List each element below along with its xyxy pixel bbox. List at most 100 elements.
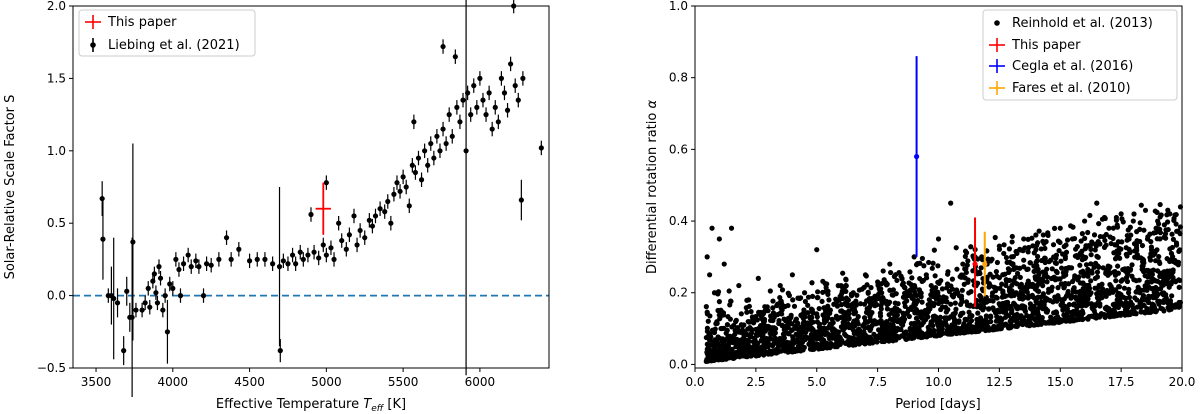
reinhold-point <box>1106 305 1112 312</box>
reinhold-point <box>1155 218 1161 224</box>
reinhold-point <box>1126 294 1133 300</box>
reinhold-point <box>1170 236 1176 242</box>
reinhold-point <box>911 298 918 304</box>
reinhold-point <box>1125 290 1132 296</box>
reinhold-point <box>864 298 870 304</box>
reinhold-point <box>836 334 843 340</box>
reinhold-point <box>708 357 714 363</box>
reinhold-point <box>1068 292 1074 299</box>
reinhold-point <box>1094 314 1100 321</box>
reinhold-point <box>965 258 971 264</box>
reinhold-point <box>1113 217 1120 223</box>
reinhold-point <box>1123 245 1129 251</box>
reinhold-point <box>917 312 923 318</box>
reinhold-point <box>1073 246 1079 252</box>
reinhold-point <box>1072 316 1078 322</box>
liebing-point <box>170 281 176 296</box>
right-y-tick-label: 0.2 <box>669 286 688 300</box>
reinhold-point <box>902 303 908 310</box>
right-x-axis-label: Period [days] <box>895 397 981 412</box>
reinhold-point <box>1056 248 1062 254</box>
reinhold-point <box>959 287 965 293</box>
liebing-point <box>501 85 508 101</box>
left-y-tick-label: 0.0 <box>47 289 66 303</box>
reinhold-point <box>1059 281 1065 287</box>
reinhold-point <box>997 315 1003 321</box>
liebing-point <box>518 179 524 221</box>
reinhold-point <box>1049 317 1055 323</box>
reinhold-point <box>1045 232 1051 238</box>
reinhold-point <box>896 308 902 314</box>
right-x-tick-label: 0.0 <box>685 375 704 389</box>
reinhold-point <box>920 331 926 337</box>
liebing-point <box>129 237 135 397</box>
liebing-point <box>280 253 286 269</box>
reinhold-point <box>898 316 904 322</box>
reinhold-point <box>809 325 815 331</box>
reinhold-point <box>714 319 720 325</box>
reinhold-point <box>993 294 999 300</box>
reinhold-point <box>1025 266 1031 272</box>
reinhold-point <box>1021 257 1027 263</box>
reinhold-point <box>822 306 828 313</box>
reinhold-point <box>1156 254 1162 260</box>
reinhold-point <box>1131 277 1137 283</box>
reinhold-point <box>707 272 713 278</box>
reinhold-point <box>1032 268 1038 274</box>
liebing-point <box>156 259 162 274</box>
reinhold-point <box>1177 247 1183 253</box>
reinhold-point <box>1003 254 1010 261</box>
liebing-point <box>372 208 379 224</box>
reinhold-point <box>767 330 773 337</box>
reinhold-point <box>900 280 906 286</box>
liebing-point <box>154 295 161 311</box>
reinhold-point <box>929 265 935 271</box>
reinhold-point <box>1107 281 1113 288</box>
liebing-point <box>483 107 489 122</box>
reinhold-point <box>862 318 869 324</box>
reinhold-point <box>948 200 954 206</box>
reinhold-point <box>991 284 997 290</box>
reinhold-point <box>1088 261 1094 267</box>
reinhold-point <box>1177 231 1183 237</box>
reinhold-point <box>1106 270 1113 276</box>
liebing-point <box>468 107 474 122</box>
liebing-point <box>422 143 428 159</box>
liebing-point <box>357 223 363 238</box>
reinhold-point <box>717 356 723 362</box>
reinhold-point <box>928 319 934 325</box>
liebing-point <box>203 256 210 271</box>
reinhold-point <box>1169 231 1175 237</box>
reinhold-point <box>775 348 781 354</box>
reinhold-point <box>820 312 826 318</box>
reinhold-point <box>1089 270 1095 276</box>
reinhold-point <box>919 255 926 262</box>
liebing-point <box>474 100 480 115</box>
reinhold-point <box>808 331 814 338</box>
reinhold-point <box>770 298 776 304</box>
reinhold-point <box>747 334 753 340</box>
reinhold-point <box>819 298 825 305</box>
liebing-point <box>130 143 136 341</box>
reinhold-point <box>906 280 912 286</box>
reinhold-point <box>877 310 883 316</box>
reinhold-point <box>1000 288 1006 294</box>
reinhold-point <box>755 275 761 281</box>
right-y-tick-label: 1.0 <box>669 0 688 13</box>
reinhold-point <box>856 340 862 346</box>
reinhold-point <box>899 275 905 281</box>
reinhold-point <box>1036 269 1042 275</box>
reinhold-point <box>1037 318 1043 324</box>
reinhold-point <box>992 234 998 241</box>
liebing-point <box>305 247 311 263</box>
reinhold-point <box>1085 266 1091 272</box>
reinhold-point <box>838 302 845 308</box>
reinhold-point <box>956 319 962 325</box>
reinhold-point <box>715 347 721 353</box>
reinhold-point <box>1108 240 1114 247</box>
reinhold-point <box>983 316 989 323</box>
reinhold-point <box>1076 311 1082 317</box>
reinhold-point <box>1034 263 1040 269</box>
liebing-point <box>176 262 182 277</box>
reinhold-point <box>994 309 1000 315</box>
